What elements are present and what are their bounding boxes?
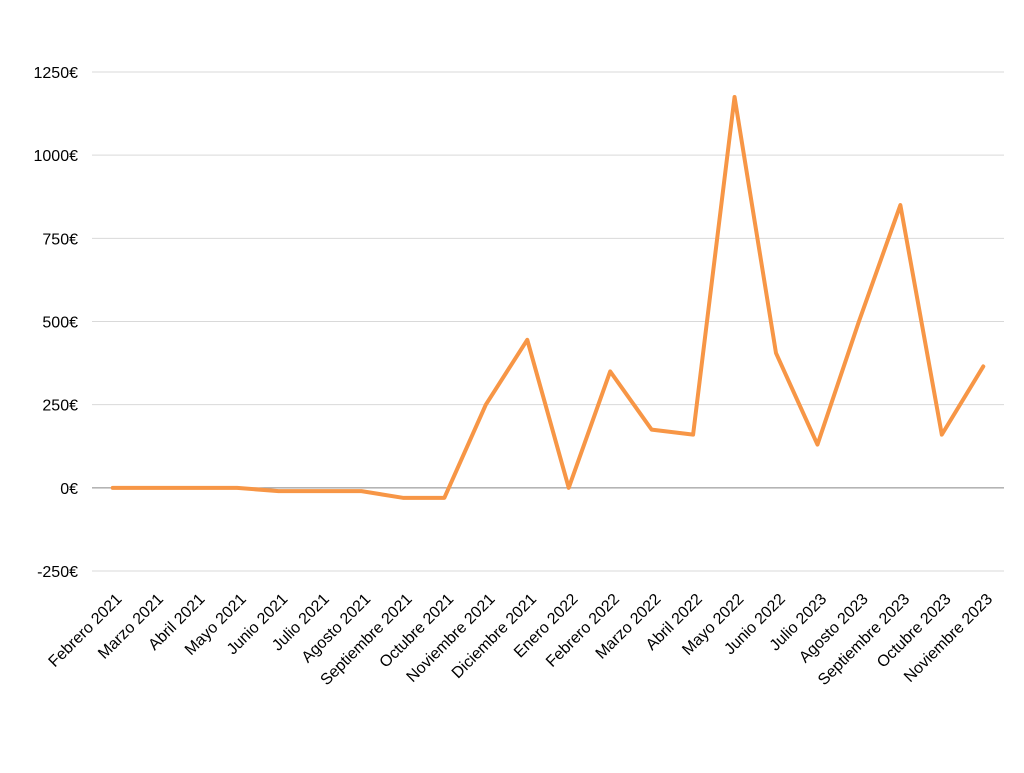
y-tick-label: -250€: [37, 564, 78, 581]
x-tick-label: Febrero 2022: [543, 591, 623, 671]
line: [110, 94, 986, 500]
y-tick-label: 0€: [60, 481, 78, 498]
y-tick-label: 1000€: [34, 148, 79, 165]
x-tick-label: Febrero 2021: [46, 591, 126, 671]
y-tick-label: 750€: [42, 231, 78, 248]
y-tick-label: 1250€: [34, 65, 79, 82]
y-tick-label: 250€: [42, 398, 78, 415]
y-tick-label: 500€: [42, 315, 78, 332]
